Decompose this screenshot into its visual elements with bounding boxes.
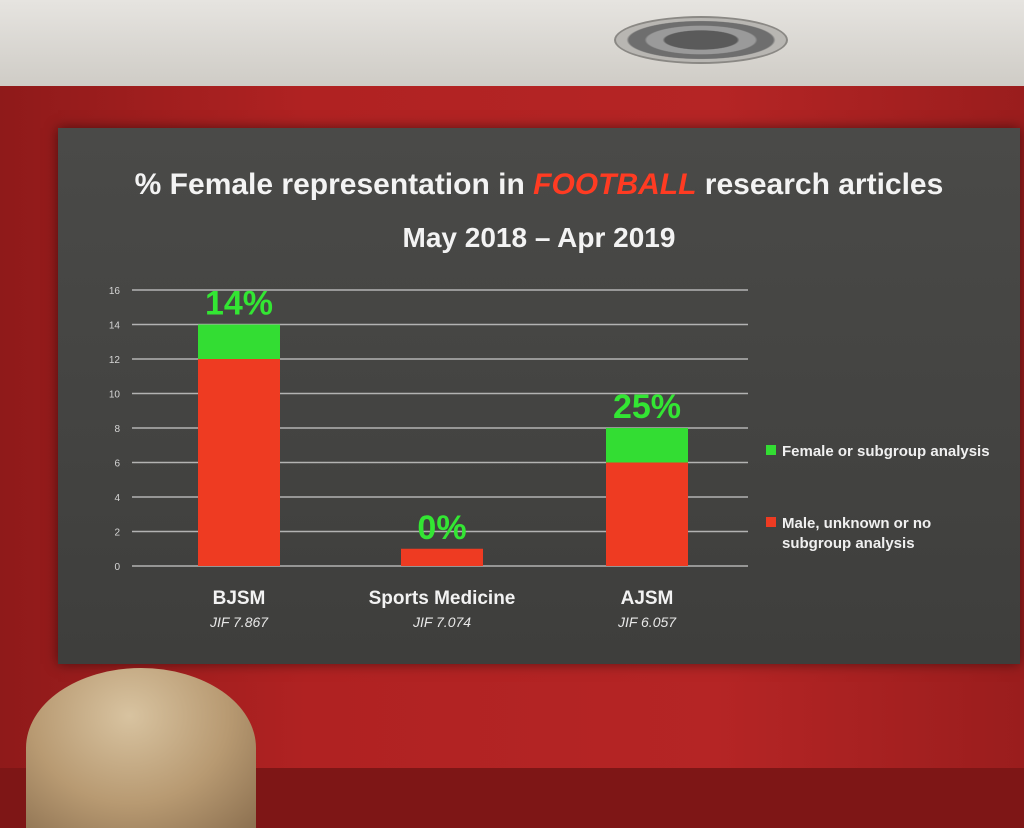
- projection-screen: % Female representation in FOOTBALL rese…: [58, 128, 1020, 664]
- bar-segment-female: [606, 428, 688, 463]
- stacked-bar-chart: 0 2 4 6 8 10 12 14 16 14% 0% 25%: [109, 285, 748, 573]
- y-tick-label: 4: [114, 493, 120, 504]
- y-tick-label: 14: [109, 321, 121, 332]
- ceiling-vent: [614, 16, 788, 64]
- legend-label-female: Female or subgroup analysis: [782, 443, 990, 460]
- category-label-sports-medicine: Sports Medicine JIF 7.074: [342, 588, 542, 630]
- slide-subtitle: May 2018 – Apr 2019: [402, 222, 676, 253]
- y-tick-label: 10: [109, 390, 121, 401]
- y-tick-label: 6: [114, 459, 120, 470]
- category-jif: JIF 7.867: [209, 614, 269, 630]
- legend-item-female: Female or subgroup analysis: [766, 442, 1002, 462]
- y-tick-label: 12: [109, 355, 121, 366]
- legend-label-male: Male, unknown or no subgroup analysis: [782, 515, 932, 552]
- legend-swatch-male: [766, 517, 776, 527]
- y-tick-label: 2: [114, 528, 120, 539]
- bar-segment-male: [606, 462, 688, 566]
- title-emphasis: FOOTBALL: [533, 168, 697, 201]
- bar-segment-female: [198, 324, 280, 359]
- y-tick-label: 8: [114, 424, 120, 435]
- category-name: Sports Medicine: [368, 588, 516, 609]
- title-pre: % Female representation in: [134, 168, 525, 201]
- y-tick-label: 0: [114, 562, 120, 573]
- title-post: research articles: [704, 168, 944, 201]
- bar-percent-label: 14%: [205, 285, 273, 323]
- audience-head: [26, 668, 256, 828]
- category-jif: JIF 7.074: [412, 614, 472, 630]
- slide-title: % Female representation in FOOTBALL rese…: [58, 168, 1020, 202]
- category-name: AJSM: [620, 588, 674, 609]
- category-label-ajsm: AJSM JIF 6.057: [547, 588, 747, 630]
- category-label-bjsm: BJSM JIF 7.867: [139, 588, 339, 630]
- bar-percent-label: 25%: [613, 388, 681, 426]
- y-tick-label: 16: [109, 286, 121, 297]
- bar-segment-male: [198, 359, 280, 566]
- legend-swatch-female: [766, 445, 776, 455]
- category-jif: JIF 6.057: [617, 614, 677, 630]
- bar-segment-male: [401, 548, 483, 566]
- bar-percent-label: 0%: [417, 509, 466, 547]
- ceiling: [0, 0, 1024, 86]
- category-name: BJSM: [212, 588, 266, 609]
- legend-item-male: Male, unknown or no subgroup analysis: [766, 514, 1002, 554]
